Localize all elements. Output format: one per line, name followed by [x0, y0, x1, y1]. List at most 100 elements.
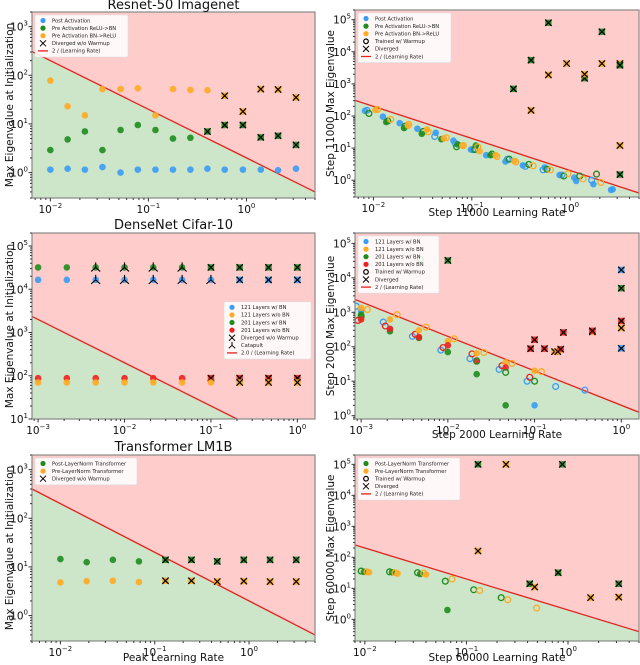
data-point [152, 112, 159, 119]
diverged-x-mark [161, 556, 170, 564]
data-point-trained [431, 132, 439, 141]
diverged-x-mark [444, 256, 452, 265]
y-tick-label: 103 [333, 519, 351, 533]
y-tick-label: 104 [10, 282, 28, 296]
data-point [64, 165, 71, 173]
data-point-trained [502, 368, 510, 376]
legend-x-icon [39, 475, 47, 483]
data-point-trained [508, 359, 516, 367]
data-point [81, 166, 89, 173]
data-point-trained [579, 175, 587, 183]
legend-item: 201 Layers w/o BN [229, 327, 290, 334]
data-point [372, 106, 379, 114]
data-point-trained [379, 318, 387, 326]
legend-label: Diverged [375, 277, 399, 283]
y-tick-label: 103 [10, 463, 28, 477]
data-point [274, 166, 282, 174]
legend-dot-icon [363, 23, 369, 29]
diverged-x-mark [292, 93, 300, 102]
legend-item: Post-LayerNorm Transformer [40, 460, 127, 467]
diverged-x-mark [264, 276, 273, 284]
legend-dot-icon [229, 304, 235, 310]
legend-label: Catapult [241, 343, 263, 349]
data-point-trained [459, 142, 467, 150]
data-point [81, 112, 89, 119]
x-tick-label: 10−3 [26, 423, 50, 437]
x-tick-label: 10−2 [49, 645, 73, 659]
y-tick-label: 100 [10, 609, 28, 623]
data-point [502, 401, 509, 409]
legend-label: Diverged [375, 484, 399, 490]
legend-label: 2 / (Learning Rate) [52, 49, 100, 55]
legend-x-icon [39, 39, 47, 47]
x-axis-label: Step 11000 Learning Rate [429, 207, 566, 219]
legend-label: 121 Layers w/o BN [241, 313, 290, 319]
legend-item: 2 / (Learning Rate) [361, 54, 423, 60]
y-tick-label: 105 [333, 457, 351, 471]
data-point-trained [592, 170, 601, 178]
legend-dot-icon [40, 468, 46, 474]
legend-label: Diverged [375, 47, 399, 53]
legend-label: 201 Layers w/ BN [241, 320, 287, 326]
diverged-x-mark [557, 345, 565, 353]
y-axis-label: Step 60000 Max Eigenvalue [325, 474, 337, 621]
data-point-trained [532, 604, 541, 612]
data-point-trained [531, 377, 539, 385]
legend-dot-icon [363, 15, 369, 22]
catapult-mark [90, 274, 101, 285]
legend-item: Diverged w/o Warmup [228, 334, 299, 342]
data-point [152, 126, 159, 134]
data-point [169, 166, 177, 173]
legend-label: 2 / (Learning Rate) [375, 54, 423, 60]
data-point [379, 113, 387, 121]
x-axis-label: Step 2000 Learning Rate [432, 429, 562, 441]
data-point [187, 134, 194, 142]
legend-ring-icon [363, 475, 369, 482]
data-point [63, 379, 71, 386]
legend-x-icon [362, 276, 370, 283]
data-point [135, 578, 143, 586]
catapult-mark [90, 262, 101, 272]
legend-item: Post Activation [363, 15, 413, 22]
legend-label: 121 Layers w/ BN [241, 305, 287, 311]
legend-label: Pre Activation ReLU->BN [52, 26, 116, 32]
data-point [590, 180, 597, 188]
y-tick-label: 102 [333, 340, 351, 354]
legend-label: 201 Layers w/o BN [241, 328, 290, 334]
y-tick-label: 100 [10, 166, 28, 180]
data-point-trained [480, 348, 488, 357]
points [34, 262, 301, 387]
x-tick-label: 100 [612, 423, 630, 437]
legend-dot-icon [229, 319, 235, 326]
data-point [64, 103, 71, 110]
data-point [239, 166, 247, 173]
x-tick-label: 10−1 [523, 423, 547, 437]
data-point [415, 333, 423, 341]
y-axis: 100 101 102 103 [10, 11, 32, 199]
legend-label: Trained w/ Warmup [374, 270, 426, 276]
diverged-x-mark [239, 107, 247, 116]
data-point-trained [381, 322, 389, 330]
x-tick-label: 10−2 [353, 645, 377, 659]
legend-item: 121 Layers w/o BN [229, 312, 290, 319]
legend-label: Post-LayerNorm Transformer [52, 461, 127, 467]
diverged-x-mark [558, 460, 566, 468]
y-axis-label: Max Eigenvalue at Initialization [4, 244, 16, 408]
legend-box [223, 301, 312, 360]
diverged-x-mark [221, 121, 229, 129]
legend-dot-icon [40, 33, 46, 39]
data-point-trained [393, 311, 401, 319]
x-tick-label: 100 [561, 201, 579, 215]
data-point [204, 87, 211, 94]
x-tick-label: 10−2 [362, 201, 386, 215]
data-point [169, 85, 177, 93]
y-tick-label: 102 [10, 68, 28, 82]
data-point-trained [597, 178, 605, 187]
legend-item: 121 Layers w/o BN [363, 246, 424, 253]
data-point-trained [525, 160, 533, 168]
diverged-x-mark [474, 547, 482, 555]
data-point [432, 129, 440, 137]
legend-item: 121 Layers w/ BN [363, 238, 421, 245]
legend-item: 2.0 / (Learning Rate) [227, 351, 294, 357]
diverged-x-mark [526, 345, 535, 353]
